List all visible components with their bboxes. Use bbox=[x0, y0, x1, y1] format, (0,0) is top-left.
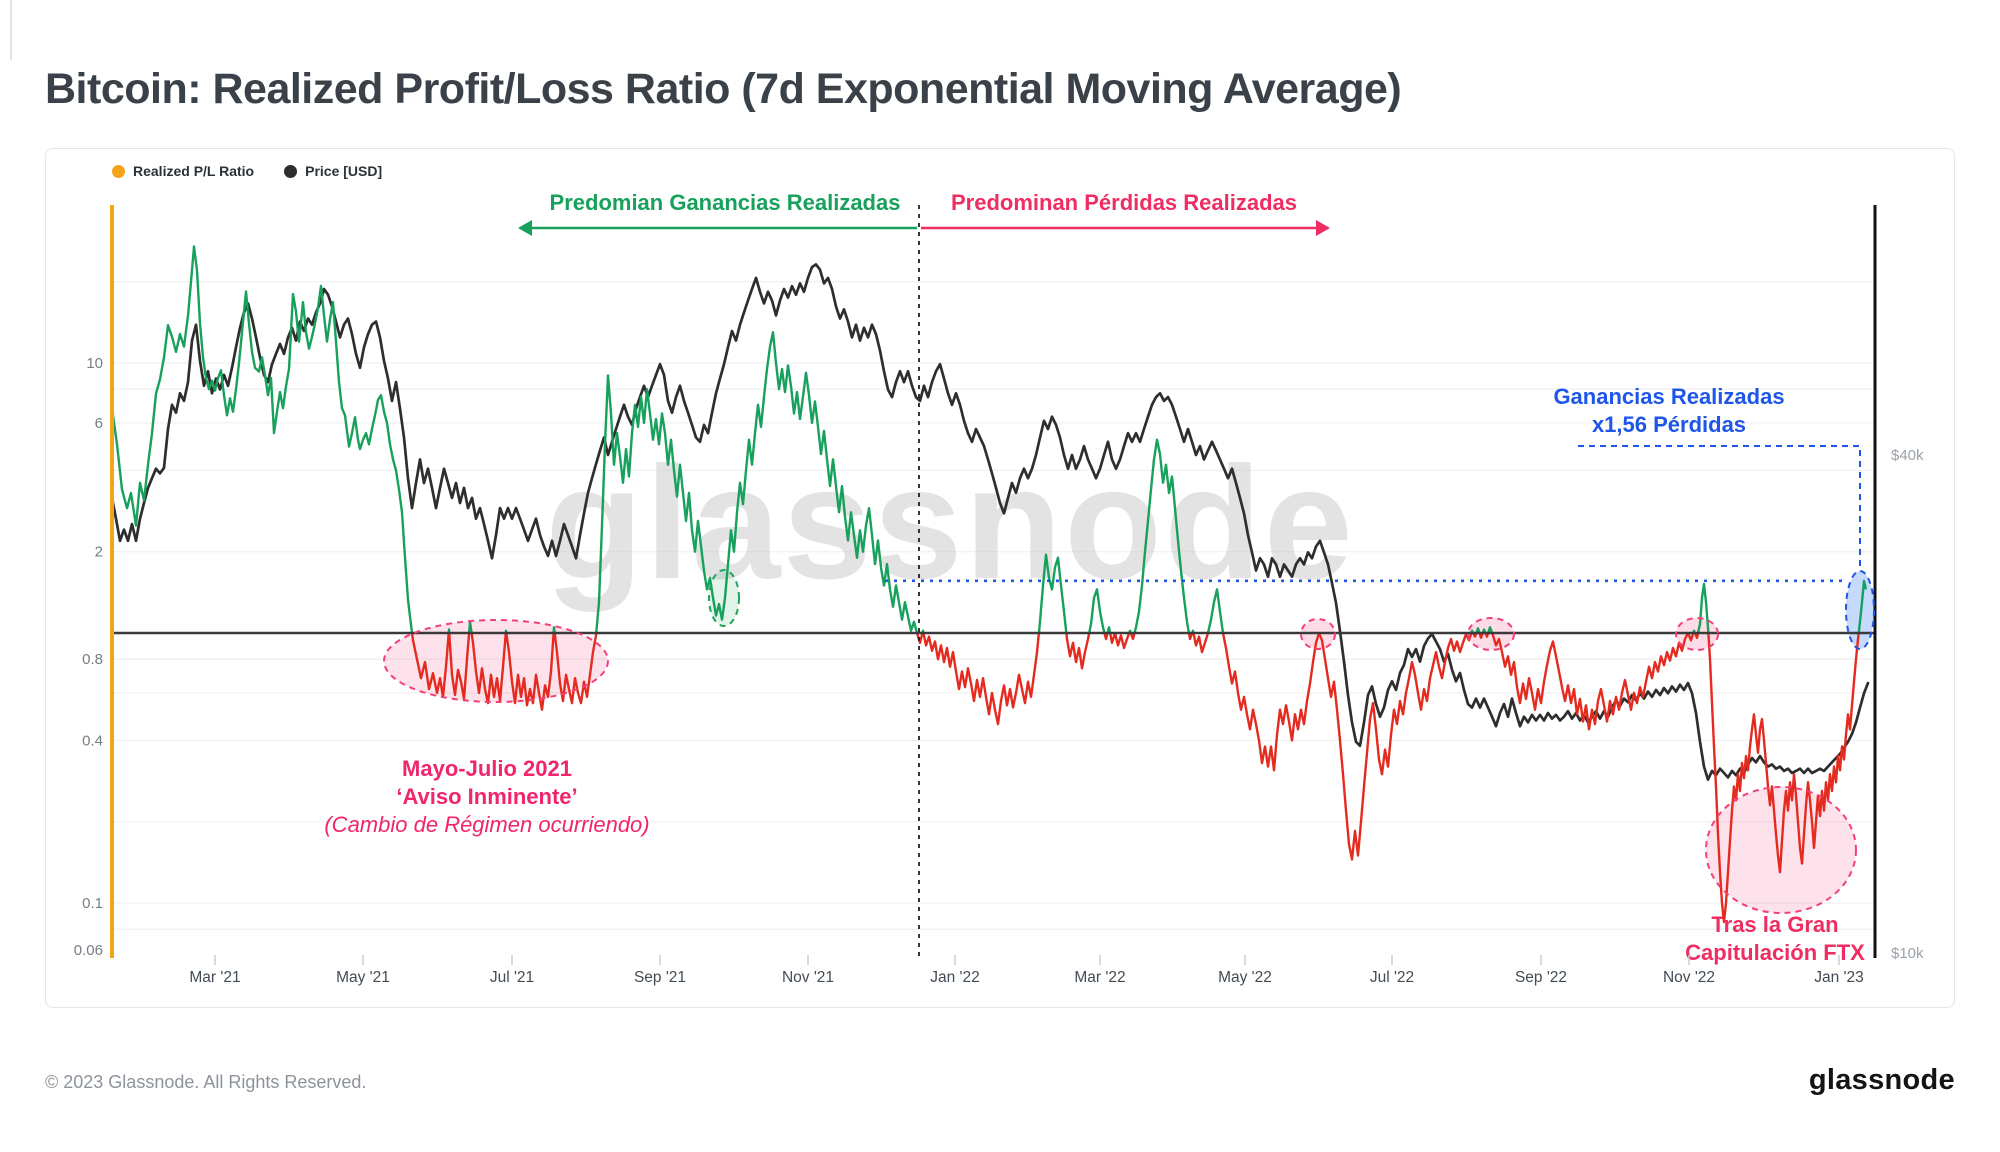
annotation-blue-line-2: x1,56 Pérdidas bbox=[1592, 412, 1746, 437]
annotation-ftx-1: Tras la Gran bbox=[1711, 912, 1838, 937]
highlight-sep21-dip-outline bbox=[708, 569, 740, 627]
glassnode-logo: glassnode bbox=[1808, 1064, 1955, 1096]
y-left-tick-label: 0.4 bbox=[82, 732, 103, 749]
highlight-jan23-peak-outline bbox=[1845, 570, 1875, 650]
annotation-mayo-2: ‘Aviso Inminente’ bbox=[396, 784, 577, 809]
annotation-watermark: glassnode bbox=[545, 433, 1354, 612]
y-left-tick-label: 0.06 bbox=[74, 942, 103, 959]
ratio-legend-dot-icon bbox=[112, 164, 125, 178]
x-tick-label: Jul '21 bbox=[490, 969, 534, 986]
highlight-touch-aug22-outline bbox=[1467, 617, 1515, 651]
x-tick-label: Jan '23 bbox=[1814, 969, 1864, 986]
annotation-ftx-2: Capitulación FTX bbox=[1685, 940, 1865, 965]
annotation-blue-line-1: Ganancias Realizadas bbox=[1553, 384, 1784, 409]
x-tick-label: Sep '21 bbox=[634, 969, 686, 986]
x-tick-label: Nov '21 bbox=[782, 969, 834, 986]
highlight-mayo-julio-zone-outline bbox=[383, 619, 609, 703]
arrow-left bbox=[518, 220, 917, 236]
annotation-regime-left: Predomian Ganancias Realizadas bbox=[550, 190, 901, 215]
arrow-right bbox=[921, 220, 1330, 236]
x-tick-label: May '21 bbox=[336, 969, 390, 986]
page-left-rule bbox=[10, 0, 12, 60]
y-right-tick-label: $40k bbox=[1891, 447, 1924, 464]
legend-item-label: Price [USD] bbox=[305, 163, 383, 179]
y-right-tick-label: $10k bbox=[1891, 945, 1924, 962]
y-left-tick-label: 0.1 bbox=[82, 895, 103, 912]
blue-dashed-callout-line bbox=[1578, 445, 1861, 571]
x-tick-label: Sep '22 bbox=[1515, 969, 1567, 986]
plot-area[interactable] bbox=[112, 205, 1875, 958]
highlight-touch-may22-outline bbox=[1300, 618, 1336, 650]
annotation-mayo-1: Mayo-Julio 2021 bbox=[402, 756, 572, 781]
legend-item-price[interactable]: Price [USD] bbox=[284, 163, 382, 179]
y-left-tick-label: 10 bbox=[86, 355, 103, 372]
page-title: Bitcoin: Realized Profit/Loss Ratio (7d … bbox=[45, 64, 1402, 113]
series-price bbox=[110, 263, 1870, 781]
x-tick-label: Nov '22 bbox=[1663, 969, 1715, 986]
legend-item-ratio[interactable]: Realized P/L Ratio bbox=[112, 163, 254, 179]
copyright-text: © 2023 Glassnode. All Rights Reserved. bbox=[45, 1072, 367, 1092]
x-tick-label: Mar '21 bbox=[189, 969, 240, 986]
y-left-tick-label: 6 bbox=[95, 415, 103, 432]
highlight-ftx-zone-outline bbox=[1705, 786, 1857, 914]
legend-item-label: Realized P/L Ratio bbox=[133, 163, 255, 179]
annotation-mayo-3: (Cambio de Régimen ocurriendo) bbox=[324, 812, 649, 837]
series-ratio-losses bbox=[410, 633, 1860, 924]
annotation-regime-right: Predominan Pérdidas Realizadas bbox=[951, 190, 1297, 215]
x-tick-label: Jul '22 bbox=[1370, 969, 1414, 986]
x-tick-label: Jan '22 bbox=[930, 969, 980, 986]
price-legend-dot-icon bbox=[284, 164, 298, 178]
chart-legend: Realized P/L Ratio Price [USD] bbox=[112, 163, 382, 179]
series-ratio-gains bbox=[112, 245, 1868, 633]
chart-card bbox=[45, 148, 1955, 1008]
y-left-tick-label: 2 bbox=[95, 544, 103, 561]
x-tick-label: Mar '22 bbox=[1074, 969, 1125, 986]
y-left-tick-label: 0.8 bbox=[82, 651, 103, 668]
highlight-touch-nov22-outline bbox=[1675, 617, 1719, 651]
x-tick-label: May '22 bbox=[1218, 969, 1272, 986]
